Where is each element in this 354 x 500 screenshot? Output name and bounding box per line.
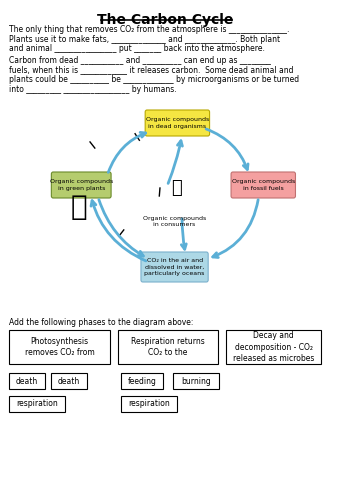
- Text: and animal ________________ put _______ back into the atmosphere.: and animal ________________ put _______ …: [9, 44, 265, 53]
- Text: 🐄: 🐄: [171, 179, 182, 197]
- Text: respiration: respiration: [129, 400, 170, 408]
- FancyBboxPatch shape: [173, 373, 219, 389]
- Text: burning: burning: [181, 376, 211, 386]
- Text: Add the following phases to the diagram above:: Add the following phases to the diagram …: [9, 318, 194, 327]
- FancyBboxPatch shape: [226, 330, 321, 364]
- FancyBboxPatch shape: [51, 373, 87, 389]
- FancyBboxPatch shape: [231, 172, 296, 198]
- FancyBboxPatch shape: [145, 110, 210, 136]
- Text: Organic compounds
in consumers: Organic compounds in consumers: [143, 216, 206, 227]
- Text: 🌳: 🌳: [71, 193, 88, 221]
- Text: feeding: feeding: [128, 376, 157, 386]
- FancyBboxPatch shape: [51, 172, 111, 198]
- Text: Respiration returns
CO₂ to the: Respiration returns CO₂ to the: [131, 337, 205, 357]
- FancyBboxPatch shape: [9, 373, 45, 389]
- Text: Organic compounds
in dead organisms: Organic compounds in dead organisms: [146, 118, 209, 128]
- FancyBboxPatch shape: [9, 396, 65, 412]
- Text: into _________ _________________ by humans.: into _________ _________________ by huma…: [9, 84, 177, 94]
- FancyBboxPatch shape: [9, 330, 110, 364]
- Text: plants could be __________ be _____________ by microorganisms or be turned: plants could be __________ be __________…: [9, 75, 299, 84]
- FancyBboxPatch shape: [118, 330, 218, 364]
- Text: Decay and
decomposition - CO₂
released as microbes: Decay and decomposition - CO₂ released a…: [233, 332, 314, 362]
- FancyBboxPatch shape: [121, 396, 177, 412]
- Text: CO₂ in the air and
dissolved in water,
particularly oceans: CO₂ in the air and dissolved in water, p…: [144, 258, 205, 276]
- FancyBboxPatch shape: [141, 252, 208, 282]
- Text: The only thing that removes CO₂ from the atmosphere is _______________.: The only thing that removes CO₂ from the…: [9, 25, 290, 34]
- Text: Plants use it to make fats, ______________ and _____________. Both plant: Plants use it to make fats, ____________…: [9, 34, 280, 43]
- FancyBboxPatch shape: [121, 373, 163, 389]
- Text: death: death: [16, 376, 38, 386]
- Text: Photosynthesis
removes CO₂ from: Photosynthesis removes CO₂ from: [25, 337, 95, 357]
- Text: The Carbon Cycle: The Carbon Cycle: [97, 13, 233, 27]
- Text: Carbon from dead ___________ and __________ can end up as ________: Carbon from dead ___________ and _______…: [9, 56, 271, 65]
- Text: fuels, when this is ____________ it releases carbon.  Some dead animal and: fuels, when this is ____________ it rele…: [9, 66, 294, 74]
- Text: respiration: respiration: [17, 400, 58, 408]
- Text: death: death: [58, 376, 80, 386]
- Text: Organic compounds
in fossil fuels: Organic compounds in fossil fuels: [232, 180, 295, 190]
- Text: Organic compounds
in green plants: Organic compounds in green plants: [50, 180, 113, 190]
